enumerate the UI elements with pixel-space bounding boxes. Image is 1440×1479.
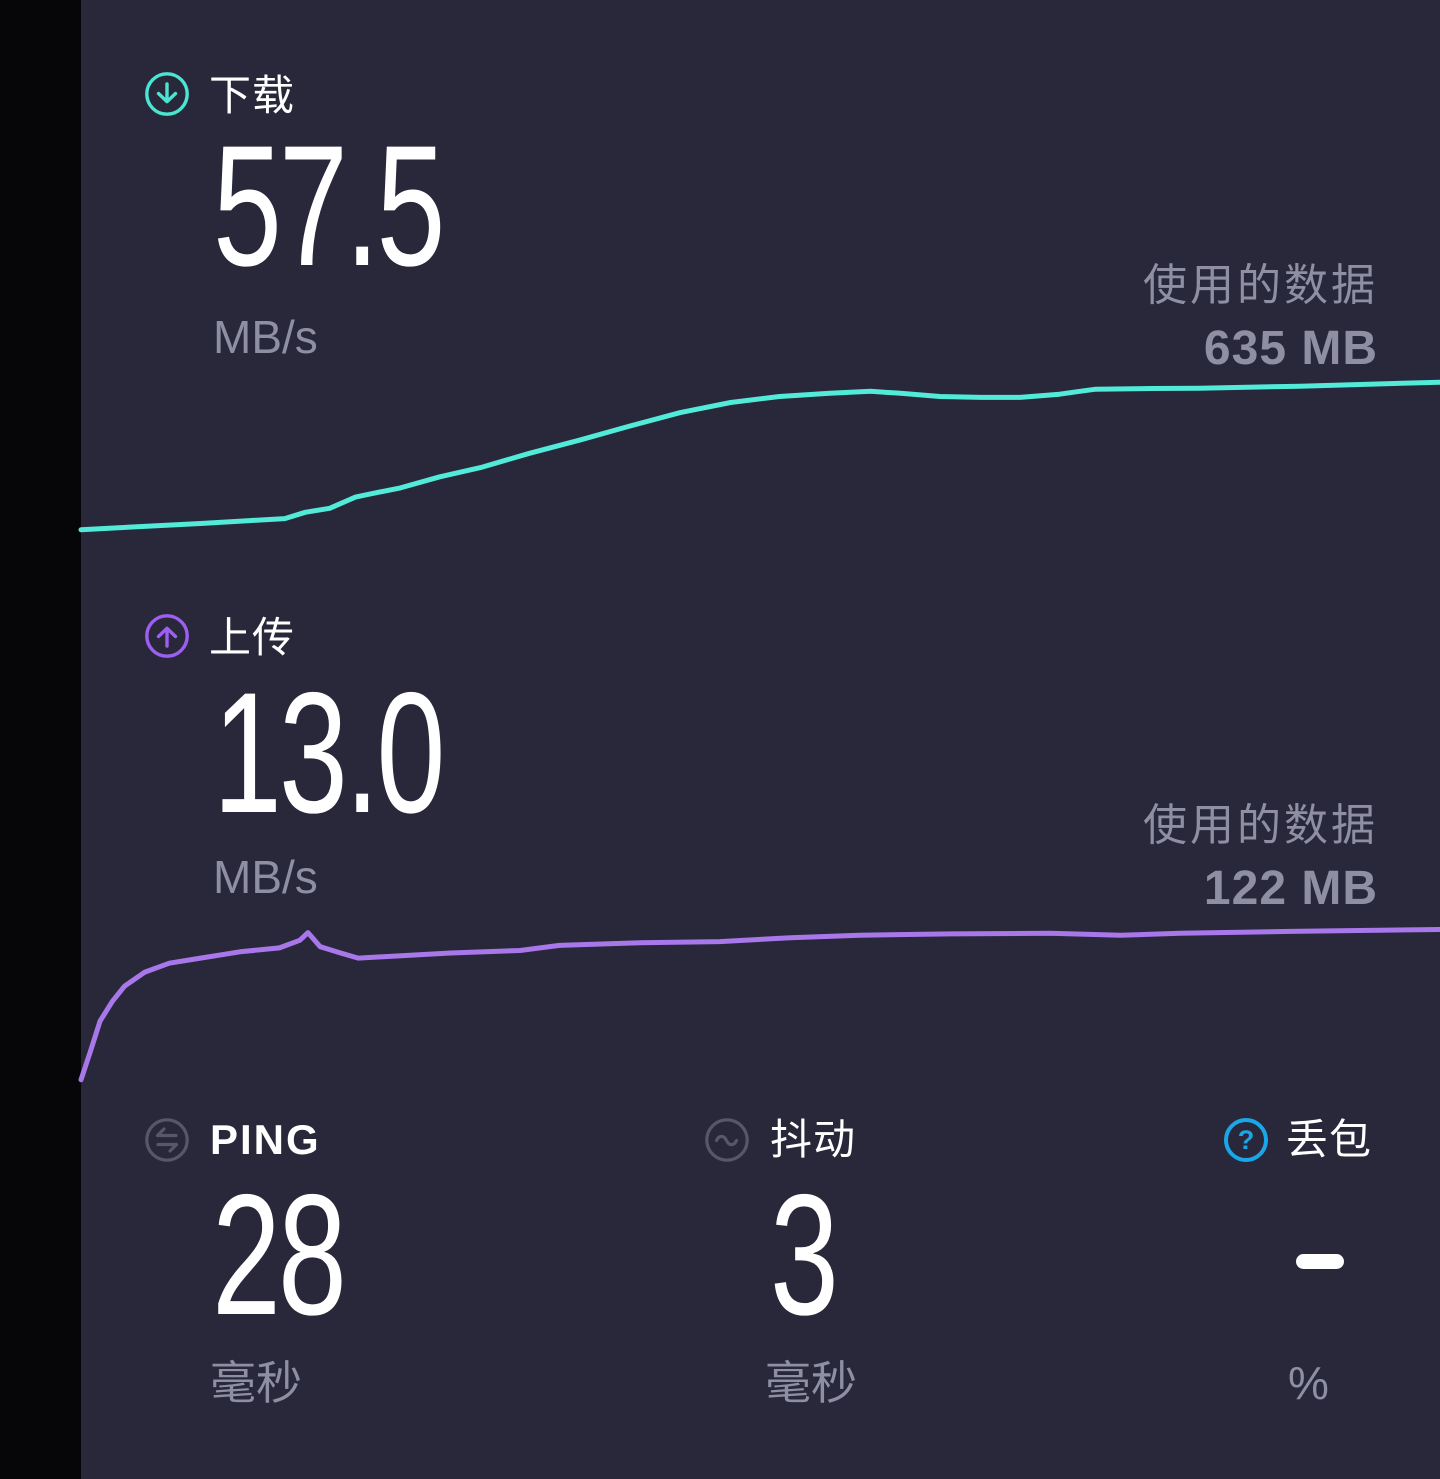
upload-arrow-icon	[143, 612, 191, 660]
upload-speed-unit: MB/s	[213, 851, 318, 903]
upload-speed-value: 13.0	[213, 657, 445, 849]
upload-data-used-value: 122 MB	[1203, 862, 1378, 915]
jitter-label: 抖动	[770, 1116, 857, 1163]
download-speed-value: 57.5	[213, 110, 445, 302]
jitter-wave-icon	[703, 1116, 751, 1164]
ping-exchange-icon	[143, 1116, 191, 1164]
svg-text:?: ?	[1238, 1125, 1255, 1155]
packet-loss-unit: %	[1288, 1357, 1329, 1409]
packet-loss-help-icon[interactable]: ?	[1222, 1116, 1270, 1164]
jitter-value: 3	[770, 1159, 839, 1351]
download-speed-chart	[78, 379, 1440, 533]
jitter-unit: 毫秒	[765, 1357, 857, 1409]
results-panel: 下载 57.5 MB/s 使用的数据 635 MB 上传 13.0 MB/s 使…	[78, 0, 1440, 1479]
upload-data-used-label: 使用的数据	[1143, 801, 1378, 850]
ping-unit: 毫秒	[210, 1357, 302, 1409]
download-label: 下载	[209, 72, 296, 119]
upload-speed-chart	[78, 927, 1440, 1083]
download-data-used-value: 635 MB	[1203, 322, 1378, 375]
download-speed-unit: MB/s	[213, 311, 318, 363]
download-arrow-icon	[143, 70, 191, 118]
upload-label: 上传	[209, 614, 296, 661]
ping-label: PING	[210, 1116, 321, 1163]
download-data-used: 使用的数据 635 MB	[1143, 262, 1378, 374]
packet-loss-value	[1296, 1254, 1344, 1269]
download-data-used-label: 使用的数据	[1143, 261, 1378, 310]
upload-data-used: 使用的数据 122 MB	[1143, 802, 1378, 914]
ping-value: 28	[212, 1159, 347, 1351]
packet-loss-label: 丢包	[1286, 1116, 1373, 1163]
